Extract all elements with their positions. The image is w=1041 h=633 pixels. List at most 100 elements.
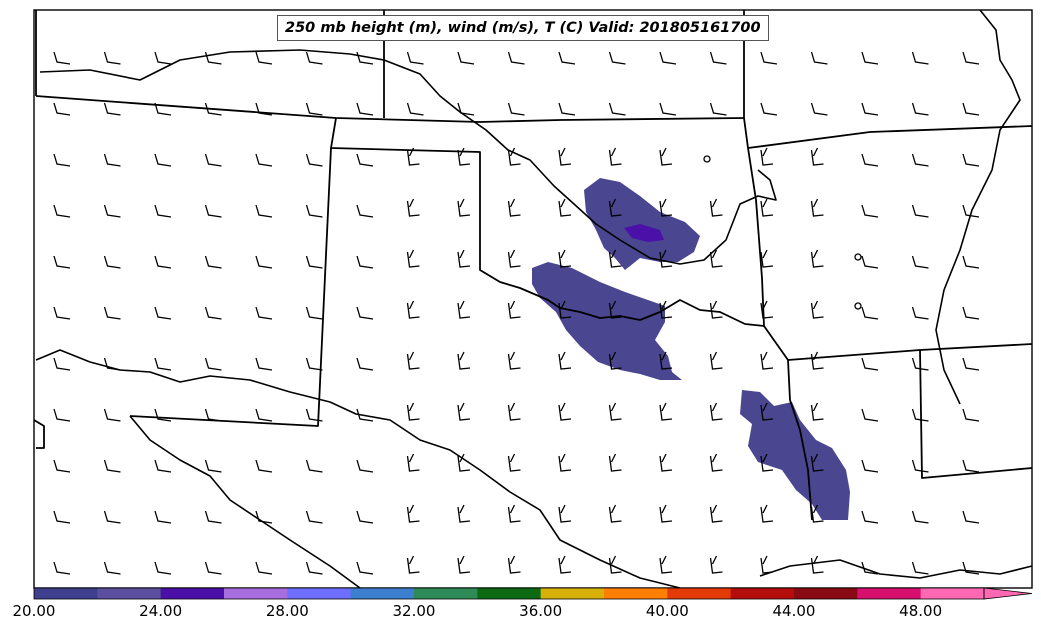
wind-barb (103, 459, 121, 473)
colorbar-swatch (794, 588, 858, 599)
wind-barb (911, 102, 929, 116)
wind-barb (810, 198, 824, 217)
wind-barb (659, 102, 677, 116)
wind-barb (861, 459, 879, 473)
wind-barb (53, 306, 71, 320)
colorbar-swatch (540, 588, 605, 599)
wind-barb (507, 102, 525, 116)
wind-barb (962, 51, 980, 65)
colorbar-swatch (604, 588, 668, 599)
wind-barb (255, 510, 273, 524)
wind-barb (558, 249, 572, 268)
wind-barb (406, 504, 420, 523)
wind-barb (457, 555, 471, 574)
colorbar-swatch (224, 588, 288, 599)
wind-barb (406, 300, 420, 319)
wind-barb (204, 510, 222, 524)
wind-barb (608, 402, 622, 421)
wind-barb (659, 453, 673, 472)
wind-barb (406, 51, 424, 65)
colorbar-swatch (287, 588, 352, 599)
wind-barb (457, 51, 475, 65)
wind-barb (709, 351, 723, 370)
wind-barb (255, 561, 273, 575)
colorbar-tick-label: 36.00 (519, 602, 563, 620)
wind-barb (305, 459, 323, 473)
wind-barb (608, 51, 626, 65)
temperature-shading (532, 178, 850, 520)
wind-barb (760, 51, 778, 65)
wind-barb (356, 255, 374, 269)
wind-barb (659, 402, 673, 421)
wind-barb (457, 504, 471, 523)
wind-barb (305, 204, 323, 218)
wind-barb (709, 402, 723, 421)
wind-barb (911, 255, 929, 269)
wind-barb (305, 153, 323, 167)
wind-barb (103, 357, 121, 371)
colorbar-swatch (667, 588, 732, 599)
wind-barb (911, 459, 929, 473)
wind-barb (53, 255, 71, 269)
wind-barb (709, 555, 723, 574)
colorbar-swatch (97, 588, 162, 599)
temp-region-texas-east (740, 390, 850, 520)
wind-barb (53, 357, 71, 371)
wind-barb (356, 459, 374, 473)
wind-barb (962, 408, 980, 422)
wind-barb (406, 198, 420, 217)
wind-barb (962, 510, 980, 524)
wind-barb (356, 153, 374, 167)
colorbar-tick-label: 24.00 (139, 602, 183, 620)
wind-barb (406, 402, 420, 421)
wind-barb (659, 198, 673, 217)
wind-barb (962, 102, 980, 116)
wind-barb (305, 510, 323, 524)
wind-barb (255, 51, 273, 65)
wind-barb (760, 147, 774, 166)
wind-barb (810, 453, 824, 472)
wind-barb (760, 351, 774, 370)
wind-barb (911, 561, 929, 575)
colorbar-swatch (350, 588, 415, 599)
colorbar-swatch (857, 588, 922, 599)
wind-barb (154, 204, 172, 218)
wind-barb (861, 255, 879, 269)
wind-barb (861, 51, 879, 65)
wind-barb (154, 51, 172, 65)
wind-barb (558, 402, 572, 421)
wind-barb (103, 306, 121, 320)
wind-barb (53, 510, 71, 524)
wind-barb (53, 153, 71, 167)
wind-barb (810, 402, 824, 421)
wind-barb (962, 255, 980, 269)
wind-barb (204, 408, 222, 422)
wind-barb (911, 51, 929, 65)
wind-barb (53, 102, 71, 116)
wind-barb (255, 306, 273, 320)
wind-barb (53, 459, 71, 473)
wind-barb (608, 102, 626, 116)
wind-barb (204, 357, 222, 371)
wind-barb (204, 51, 222, 65)
colorbar-tick-label: 32.00 (392, 602, 436, 620)
wind-barb (709, 300, 723, 319)
wind-barb (507, 504, 521, 523)
wind-barb (810, 51, 828, 65)
wind-barb (962, 357, 980, 371)
wind-barb (154, 459, 172, 473)
wind-barb (406, 249, 420, 268)
wind-barb (53, 408, 71, 422)
colorbar-tick-label: 28.00 (265, 602, 309, 620)
wind-barb (406, 351, 420, 370)
calm-wind-marker (854, 253, 862, 261)
wind-barb (204, 459, 222, 473)
wind-barb (558, 555, 572, 574)
wind-barb (507, 453, 521, 472)
wind-barb (356, 561, 374, 575)
wind-barb (356, 102, 374, 116)
wind-barb (457, 453, 471, 472)
wind-barb (810, 249, 824, 268)
wind-barb (507, 351, 521, 370)
